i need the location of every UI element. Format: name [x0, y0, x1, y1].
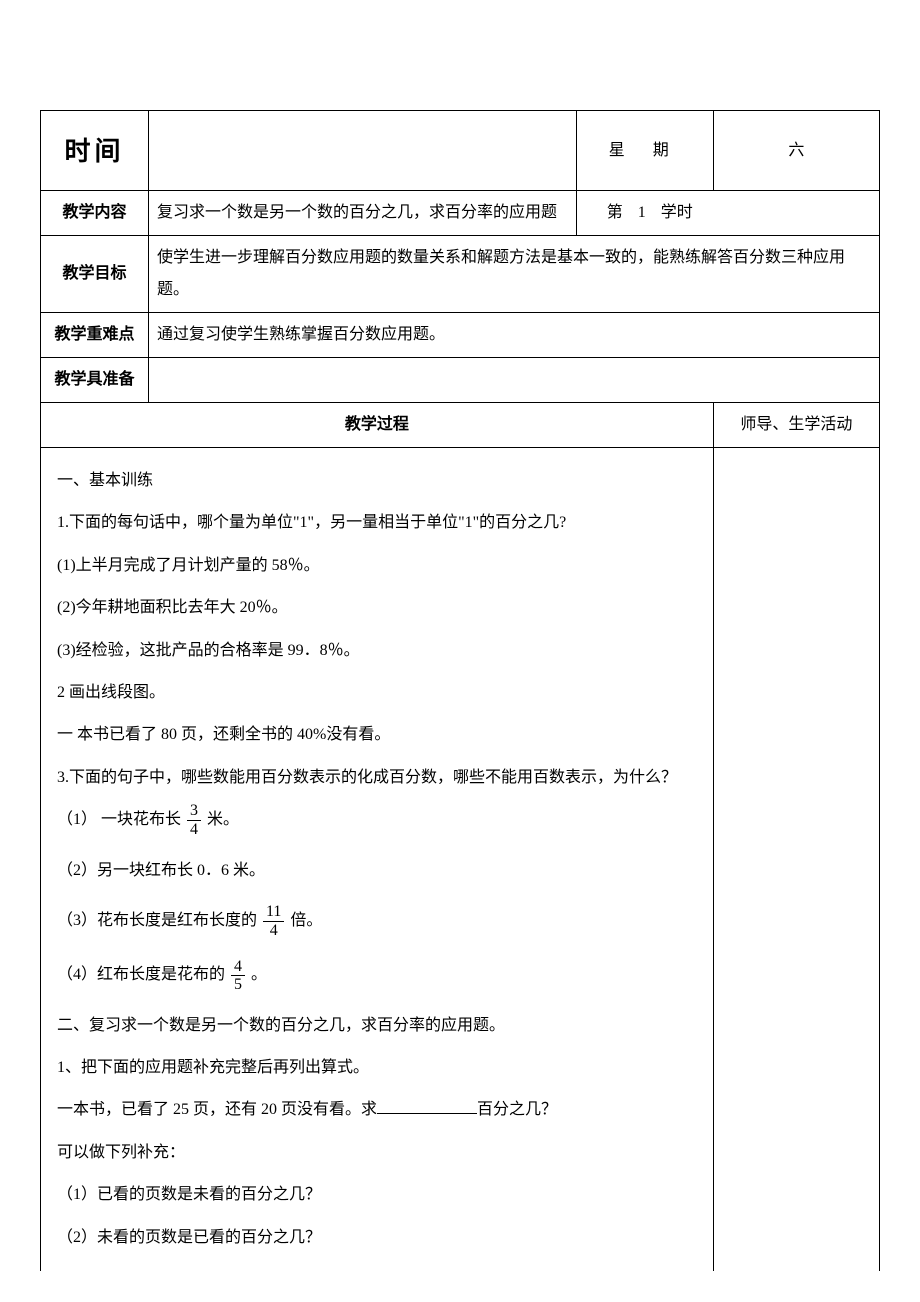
sec1-title: 一、基本训练: [57, 460, 697, 502]
q3-1: （1） 一块花布长 3 4 米。: [57, 799, 697, 841]
prep-label: 教学具准备: [41, 358, 149, 403]
lesson-plan-table: 时间 星 期 六 教学内容 复习求一个数是另一个数的百分之几，求百分率的应用题 …: [40, 110, 880, 1271]
q3-1-a: （1） 一块花布长: [57, 811, 181, 828]
q3-3: （3）花布长度是红布长度的 11 4 倍。: [57, 900, 697, 942]
q3: 3.下面的句子中，哪些数能用百分数表示的化成百分数，哪些不能用百数表示，为什么？: [57, 757, 697, 799]
sec2-title: 二、复习求一个数是另一个数的百分之几，求百分率的应用题。: [57, 1005, 697, 1047]
process-header: 教学过程: [41, 403, 714, 448]
q3-3-a: （3）花布长度是红布长度的: [57, 912, 257, 929]
q1-3: (3)经检验，这批产品的合格率是 99．8％。: [57, 630, 697, 672]
sec2-supp: 可以做下列补充：: [57, 1132, 697, 1174]
sec2-q1-text-a: 一本书，已看了 25 页，还有 20 页没有看。求: [57, 1101, 377, 1118]
row-content: 教学内容 复习求一个数是另一个数的百分之几，求百分率的应用题 第 1 学时: [41, 191, 880, 236]
goal-value: 使学生进一步理解百分数应用题的数量关系和解题方法是基本一致的，能熟练解答百分数三…: [149, 236, 880, 313]
activity-body: [713, 448, 879, 1272]
frac2-num: 11: [263, 903, 284, 922]
q1-2: (2)今年耕地面积比去年大 20％。: [57, 587, 697, 629]
blank-fill: [377, 1098, 477, 1114]
frac1-den: 4: [187, 821, 201, 839]
difficulty-label: 教学重难点: [41, 313, 149, 358]
q1: 1.下面的每句话中，哪个量为单位"1"，另一量相当于单位"1"的百分之几?: [57, 502, 697, 544]
frac3-den: 5: [231, 976, 245, 994]
fraction-2: 11 4: [263, 903, 284, 939]
sec2-q1: 1、把下面的应用题补充完整后再列出算式。: [57, 1047, 697, 1089]
sec2-s2: （2）未看的页数是已看的百分之几？: [57, 1217, 697, 1259]
time-label: 时间: [41, 111, 149, 191]
q3-4-a: （4）红布长度是花布的: [57, 966, 225, 983]
goal-label: 教学目标: [41, 236, 149, 313]
q3-1-b: 米。: [207, 811, 239, 828]
frac1-num: 3: [187, 802, 201, 821]
day-value: 六: [713, 111, 879, 191]
row-time: 时间 星 期 六: [41, 111, 880, 191]
content-value: 复习求一个数是另一个数的百分之几，求百分率的应用题: [149, 191, 577, 236]
week-label: 星 期: [576, 111, 713, 191]
time-value: [149, 111, 577, 191]
frac2-den: 4: [263, 922, 284, 940]
row-difficulty: 教学重难点 通过复习使学生熟练掌握百分数应用题。: [41, 313, 880, 358]
q1-4: 2 画出线段图。: [57, 672, 697, 714]
lesson-num: 1: [627, 197, 657, 229]
lesson-prefix: 第: [607, 204, 623, 221]
lesson-number: 第 1 学时: [576, 191, 879, 236]
lesson-suffix: 学时: [661, 204, 693, 221]
q1-1: (1)上半月完成了月计划产量的 58％。: [57, 545, 697, 587]
document-page: 时间 星 期 六 教学内容 复习求一个数是另一个数的百分之几，求百分率的应用题 …: [0, 0, 920, 1302]
fraction-3: 4 5: [231, 958, 245, 994]
line2: 一 本书已看了 80 页，还剩全书的 40%没有看。: [57, 714, 697, 756]
content-label: 教学内容: [41, 191, 149, 236]
q3-4: （4）红布长度是花布的 4 5 。: [57, 954, 697, 996]
activity-header: 师导、生学活动: [713, 403, 879, 448]
fraction-1: 3 4: [187, 802, 201, 838]
q3-4-b: 。: [251, 966, 267, 983]
sec2-q1-text-b: 百分之几？: [477, 1101, 557, 1118]
difficulty-value: 通过复习使学生熟练掌握百分数应用题。: [149, 313, 880, 358]
process-body: 一、基本训练 1.下面的每句话中，哪个量为单位"1"，另一量相当于单位"1"的百…: [41, 448, 714, 1272]
q3-3-b: 倍。: [290, 912, 322, 929]
row-prep: 教学具准备: [41, 358, 880, 403]
row-process-body: 一、基本训练 1.下面的每句话中，哪个量为单位"1"，另一量相当于单位"1"的百…: [41, 448, 880, 1272]
frac3-num: 4: [231, 958, 245, 977]
row-process-header: 教学过程 师导、生学活动: [41, 403, 880, 448]
prep-value: [149, 358, 880, 403]
sec2-q1-text: 一本书，已看了 25 页，还有 20 页没有看。求 百分之几？: [57, 1089, 697, 1131]
row-goal: 教学目标 使学生进一步理解百分数应用题的数量关系和解题方法是基本一致的，能熟练解…: [41, 236, 880, 313]
sec2-s1: （1）已看的页数是未看的百分之几？: [57, 1174, 697, 1216]
q3-2: （2）另一块红布长 0．6 米。: [57, 850, 697, 892]
